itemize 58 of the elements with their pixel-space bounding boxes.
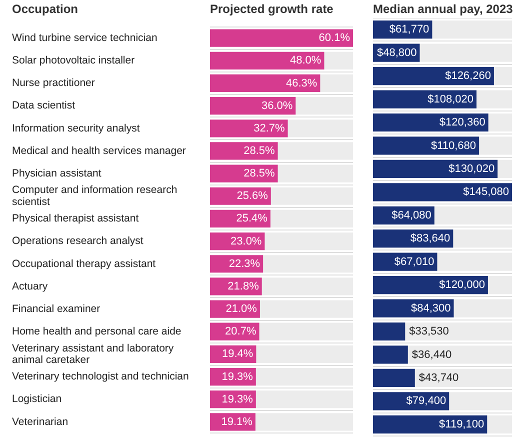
data-label: 28.5% bbox=[244, 168, 276, 180]
y-tick-label: Veterinarian bbox=[12, 416, 68, 428]
data-label: 19.4% bbox=[222, 348, 254, 360]
bar bbox=[373, 322, 406, 341]
data-label: $36,440 bbox=[412, 348, 452, 361]
data-label: $61,770 bbox=[389, 24, 430, 36]
data-label: 36.0% bbox=[261, 100, 293, 112]
y-axis-title: Occupation bbox=[12, 2, 78, 16]
data-label: 19.3% bbox=[222, 393, 254, 406]
data-label: 21.8% bbox=[228, 280, 260, 292]
data-label: 60.1% bbox=[318, 32, 350, 44]
data-label: $120,360 bbox=[439, 116, 486, 129]
data-label: 25.6% bbox=[236, 190, 268, 202]
data-label: $64,080 bbox=[392, 209, 432, 222]
chart-title: Projected growth rate bbox=[210, 2, 334, 16]
data-label: $108,020 bbox=[428, 93, 474, 106]
y-tick-label: Nurse practitioner bbox=[12, 77, 96, 90]
data-label: $110,680 bbox=[430, 140, 476, 152]
data-label: 22.3% bbox=[228, 258, 260, 270]
data-label: $120,000 bbox=[439, 279, 485, 292]
y-tick-label: Occupational therapy assistant bbox=[12, 258, 156, 270]
y-tick-label: Operations research analyst bbox=[12, 235, 144, 248]
data-label: 19.1% bbox=[221, 416, 253, 428]
data-label: $67,010 bbox=[394, 256, 434, 268]
y-tick-label: Logistician bbox=[12, 393, 62, 406]
y-tick-label: Data scientist bbox=[12, 100, 76, 112]
data-label: 19.3% bbox=[222, 370, 254, 383]
data-label: $43,740 bbox=[418, 372, 459, 384]
chart-title: Median annual pay, 2023 bbox=[373, 2, 513, 16]
y-tick-label: Physician assistant bbox=[12, 167, 102, 180]
y-tick-label: Veterinary technologist and technician bbox=[12, 370, 190, 383]
data-label: $126,260 bbox=[445, 70, 491, 82]
y-tick-label: Physical therapist assistant bbox=[12, 212, 139, 225]
y-tick-label: Computer and information research scientist bbox=[12, 184, 178, 208]
data-label: 25.4% bbox=[236, 212, 268, 225]
y-tick-label: Wind turbine service technician bbox=[12, 32, 158, 44]
data-label: $79,400 bbox=[406, 395, 446, 408]
data-label: 46.3% bbox=[286, 77, 318, 90]
y-tick-label: Home health and personal care aide bbox=[12, 326, 182, 338]
data-label: $145,080 bbox=[463, 186, 509, 198]
data-label: 32.7% bbox=[254, 122, 286, 134]
data-label: $119,100 bbox=[439, 418, 484, 430]
y-tick-label: Actuary bbox=[12, 280, 48, 292]
data-label: 23.0% bbox=[230, 235, 262, 248]
data-label: 48.0% bbox=[290, 54, 322, 67]
data-label: $48,800 bbox=[376, 46, 417, 59]
y-tick-label: Information security analyst bbox=[12, 122, 140, 134]
y-tick-label: Medical and health services manager bbox=[12, 144, 186, 157]
data-label: $33,530 bbox=[409, 326, 449, 338]
y-tick-label: Solar photovoltaic installer bbox=[12, 54, 136, 67]
data-label: $130,020 bbox=[448, 162, 495, 175]
data-label: 21.0% bbox=[226, 303, 258, 316]
data-label: 28.5% bbox=[244, 145, 276, 157]
data-label: $84,300 bbox=[411, 302, 451, 314]
y-tick-label: Financial examiner bbox=[12, 302, 101, 315]
data-label: 20.7% bbox=[225, 326, 256, 338]
y-tick-label: Veterinary assistant and laboratory animal caretaker bbox=[12, 342, 174, 366]
data-label: $83,640 bbox=[410, 232, 450, 245]
